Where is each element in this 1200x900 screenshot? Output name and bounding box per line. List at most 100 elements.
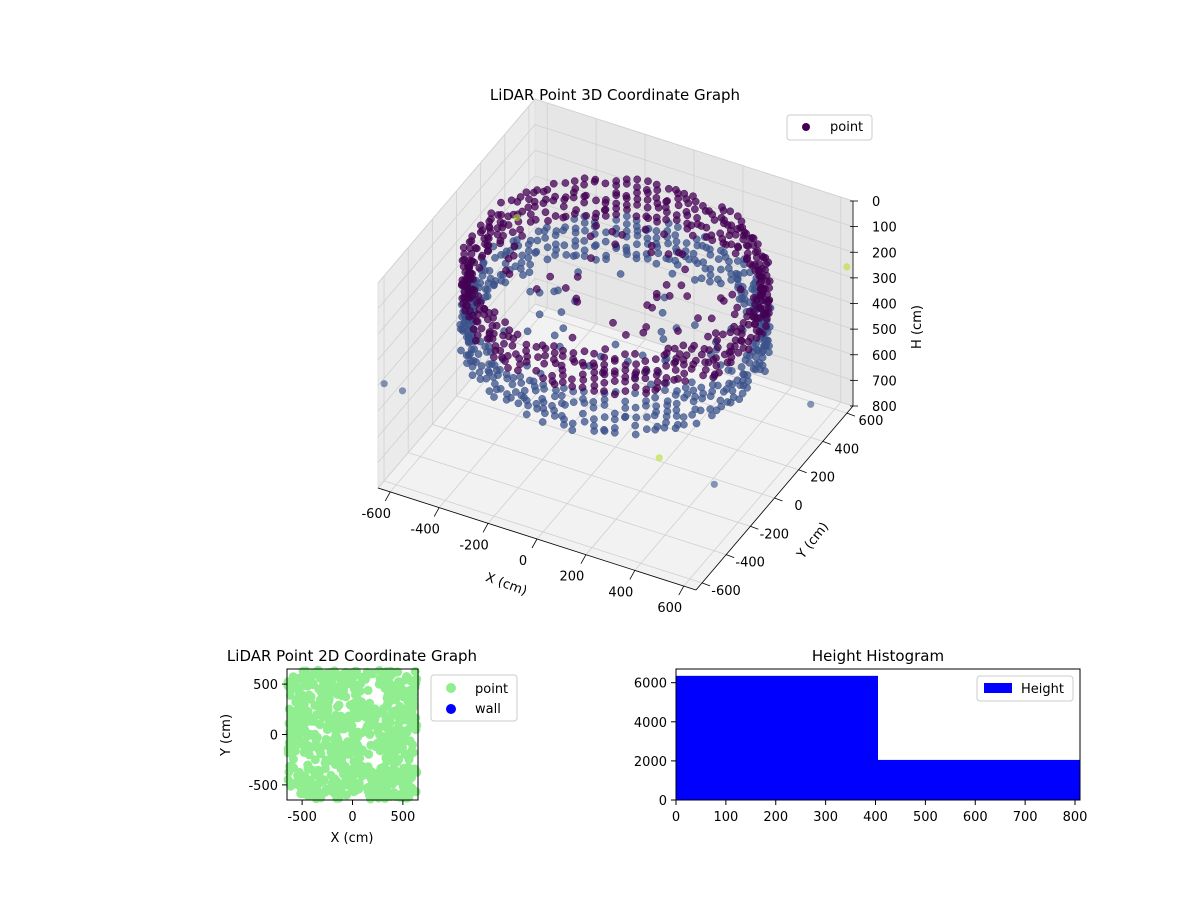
point-3d [663,397,672,406]
point-3d [582,211,590,220]
legend-frame [786,114,873,141]
point-3d [622,201,631,209]
point-3d [719,330,727,339]
point-3d [464,332,473,341]
point-2d [376,772,386,781]
point-3d [679,341,688,350]
point-2d [398,782,408,792]
point-3d [672,237,681,246]
point-3d [691,321,699,329]
point-3d [580,237,589,245]
point-3d [478,271,487,280]
point-3d [559,324,568,333]
point-2d [407,688,417,698]
scatter3d-panel: LiDAR Point 3D Coordinate Graph -600 -400… [361,86,925,616]
point-3d [738,223,747,232]
point-3d [631,403,640,412]
point-3d [600,378,609,387]
point-3d [622,331,630,339]
point-2d [380,675,390,685]
x-tick-label-2d: 0 [348,810,356,825]
point-3d [749,364,758,373]
point-3d [568,382,577,391]
point-3d [709,355,718,364]
point-3d [464,261,472,270]
point-3d [557,361,566,370]
point-3d [610,355,619,363]
x-axis-label-3d: X (cm) [483,570,529,599]
point-3d [755,303,764,312]
y-tick-mark-3d [774,497,783,502]
point-3d [663,197,671,205]
point-3d [513,330,522,339]
point-2d [359,765,368,775]
axes-hist-frame [675,668,1081,801]
point-2d [398,692,408,702]
grid-line-z-left [377,124,536,309]
point-3d [568,426,577,435]
point-3d [719,297,728,305]
point-3d [552,227,561,235]
point-3d [504,364,512,372]
point-3d [734,348,743,357]
point-3d [653,378,662,386]
point-3d [522,410,531,419]
point-3d [652,180,661,189]
point-3d [745,358,754,367]
point-3d [540,359,549,368]
point-3d [466,294,475,302]
point-3d [621,397,630,406]
point-2d [389,758,399,768]
grid-line-z-left [377,98,536,284]
point-3d [533,236,542,245]
point-3d [648,303,656,312]
point-3d [731,336,740,345]
y-tick-label-3d: 200 [810,471,835,486]
point-3d [699,389,708,398]
point-3d [639,328,648,337]
point-3d [496,365,504,374]
point-3d [654,249,663,258]
point-2d [352,746,362,756]
point-3d [753,247,762,256]
point-3d [507,196,516,205]
point-2d [411,725,421,735]
point-3d [529,377,538,386]
point-3d [517,379,526,387]
legend-marker-point-2d [446,683,456,693]
outlier-point-3d [710,480,718,488]
x-tick-label-3d: 0 [519,554,527,569]
point-3d [621,350,629,359]
point-2d [336,711,346,721]
point-2d [333,736,343,745]
point-3d [587,254,595,262]
z-tick-label-3d: 0 [872,195,880,210]
point-3d [716,229,725,238]
point-3d [470,286,479,295]
point-3d [518,232,526,240]
point-3d [497,198,505,207]
point-3d [548,371,556,380]
point-3d [466,350,474,358]
point-3d [493,230,502,239]
point-3d [751,320,760,328]
point-3d [706,265,715,273]
point-3d [693,214,701,222]
z-tick-label-3d: 400 [872,298,897,313]
point-3d [610,377,619,385]
point-3d [612,199,621,208]
z-tick-label-3d: 500 [872,323,897,338]
point-2d [330,759,340,769]
point-3d [653,422,662,431]
outlier-point-3d [398,387,407,395]
x-tick-mark-3d [482,523,489,533]
point-3d [733,212,742,221]
point-2d [387,744,396,754]
point-2d [379,704,389,714]
x-tick-label-hist: 300 [813,810,838,825]
point-3d [632,250,641,259]
x-tick-label-hist: 800 [1063,810,1088,825]
grid-line-y-floor [456,395,775,499]
point-3d [520,393,528,402]
scatter2d-panel: LiDAR Point 2D Coordinate Graph -500 0 500… [219,647,518,846]
